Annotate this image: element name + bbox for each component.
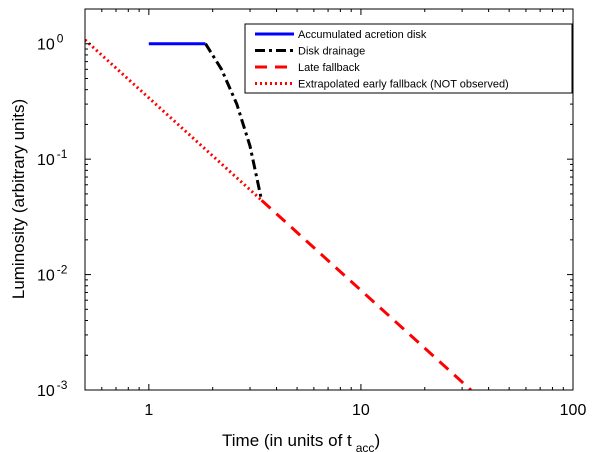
legend-label-2: Late fallback: [298, 62, 360, 74]
y-axis-label: Luminosity (arbitrary units): [9, 99, 28, 299]
x-tick-label: 1: [144, 402, 153, 419]
x-axis-label: Time (in units of t acc): [222, 431, 380, 452]
legend: Accumulated acretion disk Disk drainage La…: [244, 23, 573, 94]
y-tick-exponent: 0: [57, 32, 64, 46]
y-tick-label: 10 -3: [37, 378, 68, 400]
series-line-2: [260, 199, 472, 390]
y-tick-exponent: -3: [57, 378, 68, 392]
y-tick-base: 10: [37, 152, 55, 169]
y-tick-exponent: -2: [57, 263, 68, 277]
plot-frame: [84, 8, 574, 391]
legend-label-3: Extrapolated early fallback (NOT observe…: [298, 79, 509, 91]
x-axis-label-subscript: acc: [356, 441, 375, 452]
y-tick-base: 10: [37, 268, 55, 285]
y-tick-label: 10 -2: [37, 263, 68, 285]
legend-label-1: Disk drainage: [298, 46, 365, 58]
x-axis-ticks: 1 10 100: [144, 9, 586, 419]
x-axis-label-end: ): [374, 431, 380, 450]
y-tick-base: 10: [37, 37, 55, 54]
y-tick-base: 10: [37, 383, 55, 400]
series-line-1: [204, 42, 264, 201]
series-layer: [85, 38, 472, 390]
y-tick-exponent: -1: [57, 147, 68, 161]
y-tick-label: 10 -1: [37, 147, 68, 169]
x-tick-label: 100: [560, 402, 587, 419]
x-tick-label: 10: [352, 402, 370, 419]
y-tick-label: 10 0: [37, 32, 64, 54]
legend-label-0: Accumulated acretion disk: [298, 29, 427, 41]
legend-box: [244, 23, 573, 94]
